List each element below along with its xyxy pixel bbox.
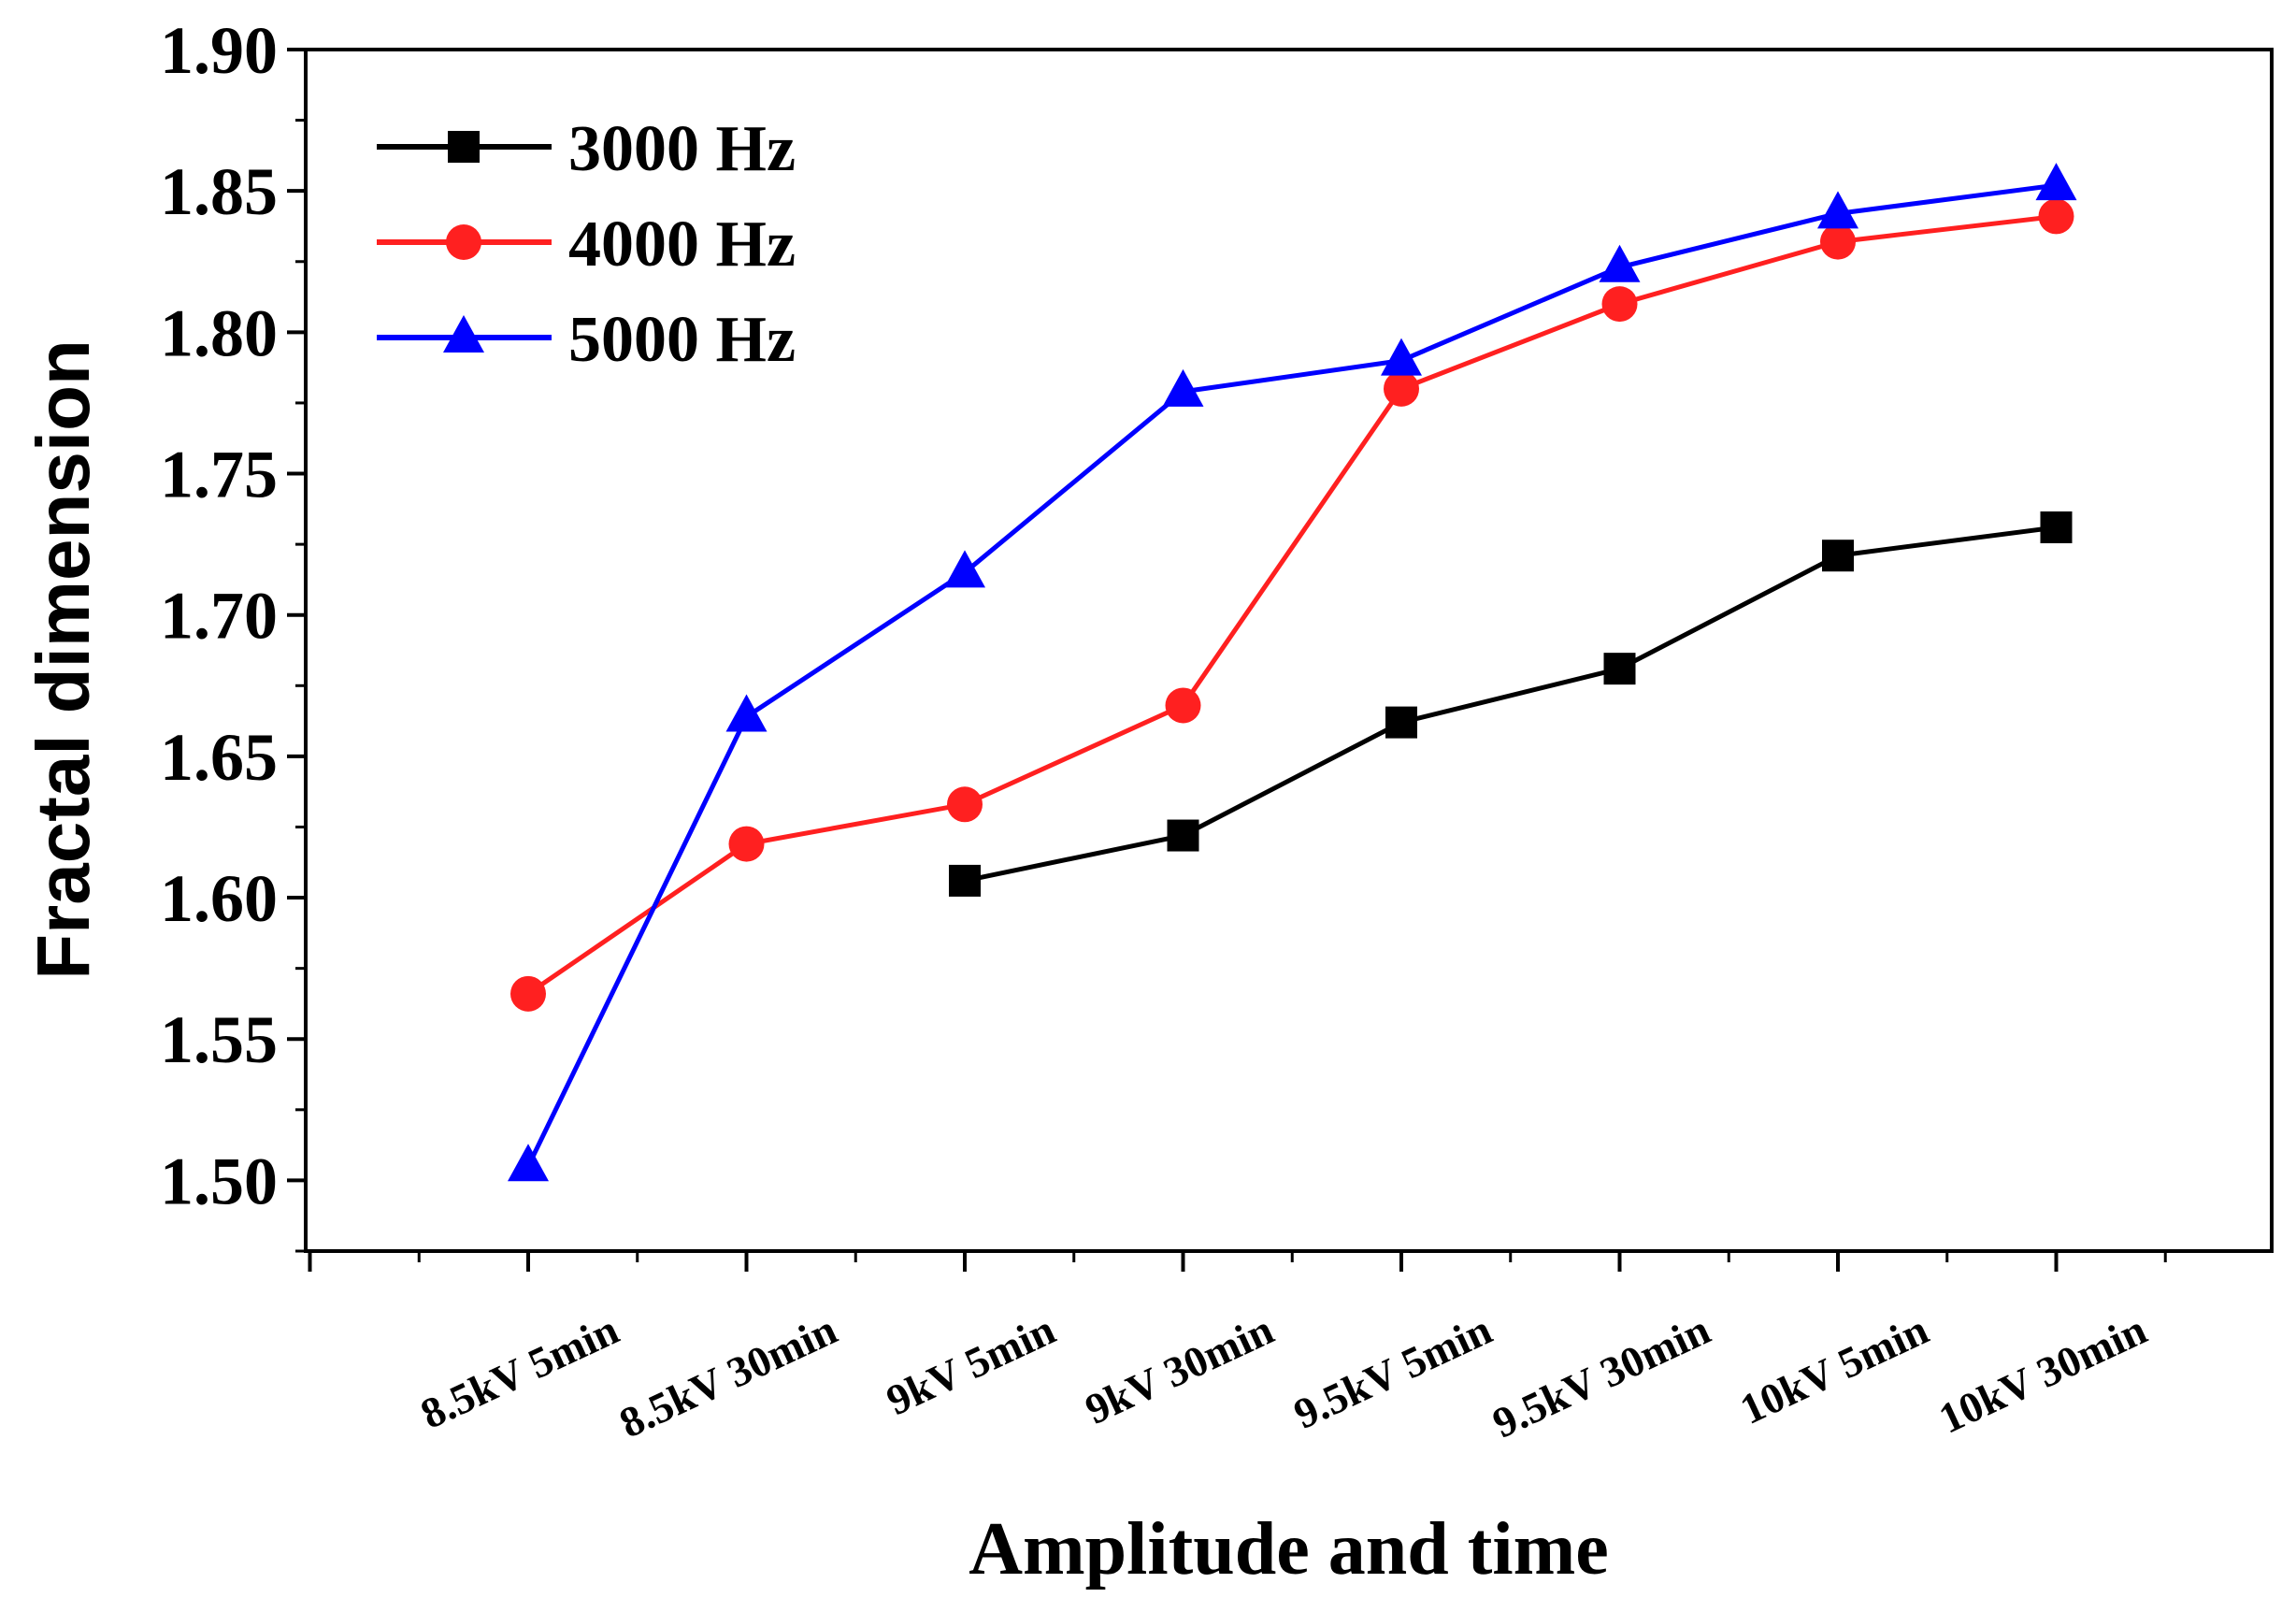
legend-item-3000-hz: 3000 Hz: [377, 113, 796, 185]
data-point-5000-hz: [2035, 163, 2077, 201]
data-point-5000-hz: [944, 550, 985, 588]
data-point-5000-hz: [1381, 338, 1422, 376]
data-point-5000-hz: [508, 1144, 549, 1182]
data-point-4000-hz: [728, 826, 765, 862]
legend-marker: [446, 224, 481, 260]
y-tick-label: 1.90: [160, 13, 278, 88]
data-point-3000-hz: [1385, 706, 1417, 739]
legend-label: 3000 Hz: [568, 113, 796, 185]
data-point-3000-hz: [2040, 511, 2073, 543]
y-tick-label: 1.50: [160, 1144, 278, 1218]
series-layer: [508, 163, 2077, 1182]
series-3000-hz: [949, 511, 2073, 897]
data-point-4000-hz: [2038, 198, 2074, 235]
data-point-4000-hz: [1820, 223, 1856, 260]
legend-label: 4000 Hz: [568, 209, 796, 281]
y-tick-label: 1.85: [160, 154, 278, 229]
legend-marker: [448, 131, 480, 163]
x-axis-label: Amplitude and time: [969, 1508, 1609, 1590]
legend-label: 5000 Hz: [568, 304, 796, 376]
series-5000-hz: [508, 163, 2077, 1182]
legend-marker: [443, 315, 484, 353]
y-tick-label: 1.80: [160, 295, 278, 370]
plot-frame: [304, 48, 2274, 1253]
data-point-4000-hz: [1601, 286, 1638, 323]
y-tick-label: 1.55: [160, 1002, 278, 1077]
data-point-4000-hz: [1165, 687, 1201, 724]
data-point-5000-hz: [1162, 368, 1204, 407]
data-point-4000-hz: [947, 786, 983, 823]
data-point-3000-hz: [949, 864, 981, 897]
data-point-4000-hz: [1384, 370, 1419, 407]
data-point-5000-hz: [725, 694, 768, 732]
data-point-5000-hz: [1817, 191, 1858, 229]
y-tick-label: 1.70: [160, 579, 278, 654]
y-axis-label: Fractal dimension: [22, 339, 105, 980]
data-point-3000-hz: [1822, 540, 1854, 572]
data-point-3000-hz: [1167, 819, 1199, 852]
legend-item-4000-hz: 4000 Hz: [377, 209, 796, 281]
series-line-5000-hz: [525, 182, 2057, 1168]
data-point-5000-hz: [1599, 244, 1641, 282]
legend: 3000 Hz 4000 Hz 5000 Hz: [377, 113, 796, 376]
y-tick-label: 1.65: [160, 720, 278, 795]
series-line-4000-hz: [526, 213, 2057, 996]
data-point-3000-hz: [1603, 653, 1636, 685]
series-line-3000-hz: [964, 525, 2057, 884]
legend-item-5000-hz: 5000 Hz: [377, 304, 796, 376]
y-tick-label: 1.60: [160, 861, 278, 936]
data-point-4000-hz: [510, 975, 546, 1012]
series-4000-hz: [510, 198, 2074, 1012]
y-tick-label: 1.75: [160, 438, 278, 512]
